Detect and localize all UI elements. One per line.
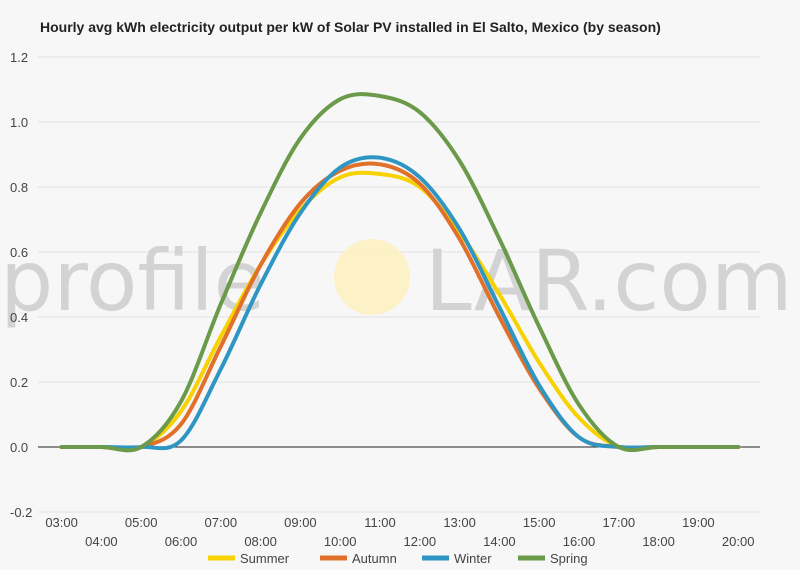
watermark-sun (334, 239, 410, 315)
x-tick-label: 18:00 (642, 534, 675, 549)
x-tick-label: 10:00 (324, 534, 357, 549)
watermark-text-left: profile (0, 232, 265, 330)
x-tick-label: 04:00 (85, 534, 118, 549)
x-tick-label: 11:00 (364, 515, 396, 530)
y-tick-label: 0.2 (10, 375, 28, 390)
chart-title: Hourly avg kWh electricity output per kW… (40, 19, 661, 35)
y-axis-ticks: -0.2 0.0 0.2 0.4 0.6 0.8 1.0 1.2 (10, 50, 32, 520)
legend-label-spring: Spring (550, 551, 588, 566)
x-tick-label: 07:00 (205, 515, 238, 530)
y-tick-label: 0.4 (10, 310, 28, 325)
x-tick-label: 08:00 (244, 534, 277, 549)
legend: Summer Autumn Winter Spring (208, 551, 588, 566)
y-tick-label: 0.6 (10, 245, 28, 260)
x-tick-label: 19:00 (682, 515, 715, 530)
y-tick-label: 1.2 (10, 50, 28, 65)
x-tick-label: 16:00 (563, 534, 596, 549)
x-tick-label: 13:00 (443, 515, 476, 530)
y-tick-label: 1.0 (10, 115, 28, 130)
x-tick-label: 06:00 (165, 534, 198, 549)
x-tick-label: 09:00 (284, 515, 317, 530)
x-tick-label: 14:00 (483, 534, 516, 549)
legend-label-summer: Summer (240, 551, 290, 566)
watermark: profile LAR.com (0, 232, 793, 330)
series-line-spring (59, 92, 741, 453)
legend-label-winter: Winter (454, 551, 492, 566)
y-tick-label: -0.2 (10, 505, 32, 520)
x-tick-label: 05:00 (125, 515, 158, 530)
y-tick-label: 0.0 (10, 440, 28, 455)
series-lines (59, 92, 741, 453)
x-tick-label: 03:00 (45, 515, 78, 530)
x-tick-label: 12:00 (404, 534, 437, 549)
y-tick-label: 0.8 (10, 180, 28, 195)
x-tick-label: 20:00 (722, 534, 755, 549)
x-tick-label: 17:00 (603, 515, 636, 530)
x-axis-ticks: 03:00 04:00 05:00 06:00 07:00 08:00 09:00 10:00… (45, 515, 754, 549)
legend-label-autumn: Autumn (352, 551, 397, 566)
x-tick-label: 15:00 (523, 515, 556, 530)
